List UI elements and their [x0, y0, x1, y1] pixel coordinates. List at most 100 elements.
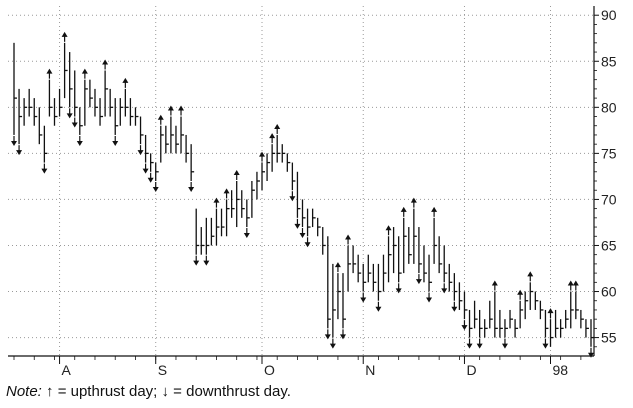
price-bar [408, 227, 412, 264]
price-bar [527, 271, 534, 310]
price-bar [385, 225, 392, 283]
price-bar [339, 273, 346, 340]
price-bar [588, 319, 594, 358]
price-bar [410, 197, 417, 264]
price-bar [304, 208, 311, 248]
price-bar [41, 125, 48, 174]
price-bar [53, 98, 58, 126]
price-bar [554, 309, 559, 338]
price-bar [415, 227, 422, 285]
price-bar [286, 153, 291, 172]
price-bar [534, 291, 539, 310]
price-bar [185, 134, 190, 163]
upthrust-arrow [167, 105, 174, 111]
price-bar [147, 153, 154, 183]
price-bar [499, 309, 503, 338]
upthrust-arrow [410, 197, 417, 203]
upthrust-arrow [431, 206, 438, 212]
price-bar [334, 262, 341, 320]
price-bar [294, 171, 301, 229]
y-tick-label: 85 [601, 53, 617, 69]
price-bar [426, 254, 433, 303]
downthrust-arrow [299, 233, 306, 239]
upthrust-arrow [345, 234, 352, 240]
price-bar [274, 123, 281, 163]
upthrust-arrow [157, 114, 164, 120]
downthrust-arrow [542, 343, 549, 349]
price-bar [165, 125, 169, 154]
price-bar [81, 68, 88, 126]
price-bar [352, 245, 357, 274]
price-bar [395, 236, 402, 294]
x-tick-label: S [158, 362, 167, 378]
upthrust-arrow [491, 280, 498, 286]
price-bar [210, 217, 215, 246]
downthrust-arrow [16, 150, 23, 156]
downthrust-arrow [375, 306, 382, 312]
y-tick-label: 65 [601, 237, 617, 253]
y-tick-label: 70 [601, 191, 617, 207]
price-bar [382, 254, 387, 292]
price-bar [448, 263, 453, 292]
price-bar [501, 319, 508, 349]
price-bar [476, 309, 483, 349]
price-bar [289, 162, 296, 202]
price-bar [46, 68, 53, 117]
price-bar [142, 134, 149, 174]
downthrust-arrow [243, 233, 250, 239]
upthrust-arrow [213, 197, 220, 203]
x-tick-label: N [365, 362, 375, 378]
downthrust-arrow [461, 325, 468, 331]
price-bar [213, 197, 220, 246]
price-bar [509, 309, 514, 329]
upthrust-arrow [259, 151, 266, 157]
price-bar [38, 107, 43, 145]
downthrust-arrow [137, 150, 144, 156]
y-tick-label: 90 [601, 7, 617, 23]
upthrust-arrow [233, 170, 240, 175]
price-bar [259, 151, 266, 191]
upthrust-arrow [102, 59, 109, 65]
price-bar [441, 245, 448, 294]
price-bar [514, 319, 519, 338]
downthrust-arrow [501, 343, 508, 349]
legend-note: Note: ↑ = upthrust day; ↓ = downthrust d… [6, 383, 291, 400]
price-bar [458, 282, 463, 310]
downthrust-arrow [441, 288, 448, 294]
price-bar [16, 88, 23, 156]
price-bar [175, 125, 179, 154]
price-bar [200, 227, 205, 255]
price-bar [94, 88, 98, 117]
upthrust-arrow [527, 271, 534, 277]
price-bar [372, 263, 377, 292]
price-bar [438, 236, 443, 274]
upthrust-arrow [385, 225, 392, 231]
downthrust-arrow [71, 122, 78, 128]
upthrust-arrow [223, 188, 230, 194]
downthrust-arrow [66, 113, 73, 119]
downthrust-arrow [203, 260, 210, 266]
price-bar [112, 98, 119, 146]
price-bar [461, 291, 468, 331]
price-bar [193, 208, 200, 266]
price-bar [567, 280, 574, 329]
price-bar [517, 289, 524, 329]
price-bar [157, 114, 164, 163]
price-bar [324, 236, 331, 340]
price-bar [102, 59, 109, 117]
price-bar [256, 171, 260, 200]
downthrust-arrow [415, 279, 422, 285]
downthrust-arrow [339, 334, 346, 340]
y-tick-label: 80 [601, 99, 617, 115]
downthrust-arrow [152, 187, 159, 192]
axes [8, 6, 599, 364]
x-tick-label: D [466, 362, 476, 378]
price-bar [375, 263, 382, 312]
downthrust-arrow [188, 187, 195, 192]
price-bar [220, 208, 225, 237]
price-bar [311, 208, 316, 228]
price-bar [345, 234, 352, 292]
price-bar [89, 79, 93, 108]
price-bar [152, 162, 159, 192]
